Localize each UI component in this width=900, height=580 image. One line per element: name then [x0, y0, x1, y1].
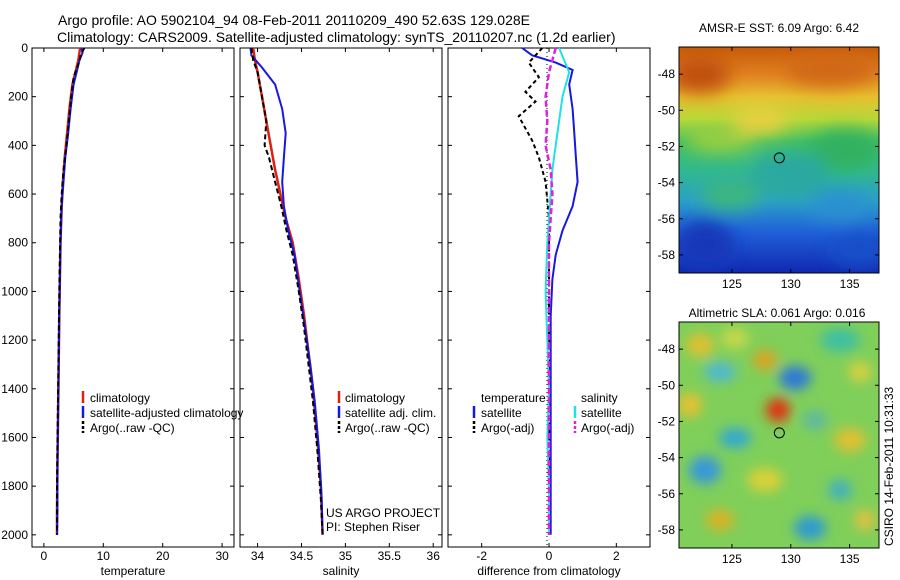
y-tick-label: 400: [8, 138, 28, 152]
legend-label-satellite: satellite adj. clim.: [345, 406, 436, 420]
salinity-argo-line: [250, 47, 324, 535]
legend-label-climatology: climatology: [90, 391, 150, 405]
x-tick-label: 35: [339, 549, 353, 563]
x-tick-label: 30: [215, 549, 229, 563]
x-tick-label: 0: [546, 549, 553, 563]
legend-label-temp-argo: Argo(-adj): [481, 421, 534, 435]
y-tick-label: 1400: [1, 382, 28, 396]
map-x-tick-label: 130: [781, 552, 801, 566]
figure-title-line2: Climatology: CARS2009. Satellite-adjuste…: [57, 29, 615, 45]
y-tick-label: 1600: [1, 430, 28, 444]
difference-depth-ticks: [448, 47, 650, 536]
y-tick-label: 1200: [1, 333, 28, 347]
x-tick-label: -2: [476, 549, 487, 563]
difference-axis-ticks: -2 0 2: [476, 48, 620, 563]
map-y-tick-label: -56: [658, 487, 676, 501]
argo-float-marker: [773, 427, 785, 439]
map-y-tick-label: -54: [658, 176, 676, 190]
salinity-axis-ticks: 34 34.5 35 35.5 36: [251, 48, 440, 563]
map-x-tick-label: 125: [722, 552, 742, 566]
map-y-tick-label: -56: [658, 212, 676, 226]
map-x-tick-label: 135: [840, 277, 860, 291]
legend-label-climatology: climatology: [345, 391, 405, 405]
diff-salinity-satellite-line: [544, 47, 571, 535]
map-y-tick-label: -48: [658, 342, 676, 356]
legend-heading-temperature: temperature: [481, 391, 546, 405]
x-tick-label: 2: [613, 549, 620, 563]
x-tick-label: 10: [97, 549, 111, 563]
y-tick-label: 2000: [1, 528, 28, 542]
map-y-tick-label: -58: [658, 248, 676, 262]
y-tick-label: 0: [21, 41, 28, 55]
map-x-tick-label: 135: [840, 552, 860, 566]
legend-label-sal-satellite: satellite: [581, 406, 622, 420]
pi-credit: PI: Stephen Riser: [326, 520, 420, 534]
y-tick-label: 1800: [1, 479, 28, 493]
map-y-tick-label: -54: [658, 451, 676, 465]
salinity-xlabel: salinity: [323, 564, 360, 578]
salinity-climatology-line: [251, 47, 324, 535]
map-y-tick-label: -52: [658, 139, 676, 153]
diff-temperature-satellite-line: [521, 47, 579, 535]
x-tick-label: 36: [427, 549, 441, 563]
temperature-argo-line: [56, 47, 86, 535]
argo-float-marker: [773, 152, 785, 164]
legend-label-argo: Argo(..raw -QC): [90, 421, 175, 435]
sst-map-frame: [678, 46, 880, 274]
legend-label-temp-satellite: satellite: [481, 406, 522, 420]
y-tick-label: 800: [8, 236, 28, 250]
x-tick-label: 20: [156, 549, 170, 563]
diff-salinity-argo-line: [544, 47, 557, 535]
salinity-axes: [239, 47, 443, 548]
y-tick-label: 1000: [1, 284, 28, 298]
map-y-tick-label: -58: [658, 523, 676, 537]
salinity-depth-ticks: [240, 47, 442, 536]
map-x-tick-label: 125: [722, 277, 742, 291]
difference-xlabel: difference from climatology: [477, 564, 620, 578]
map-y-tick-label: -52: [658, 414, 676, 428]
temperature-axis-ticks: 0 10 20 30: [41, 48, 229, 563]
sla-map-title: Altimetric SLA: 0.061 Argo: 0.016: [689, 306, 866, 320]
temperature-xlabel: temperature: [101, 564, 166, 578]
temperature-series: [55, 47, 86, 535]
figure-title-line1: Argo profile: AO 5902104_94 08-Feb-2011 …: [58, 12, 530, 28]
map-y-tick-label: -50: [658, 103, 676, 117]
legend-heading-salinity: salinity: [581, 391, 618, 405]
temperature-axes: [31, 47, 235, 548]
sst-heatmap: [679, 47, 879, 273]
legend-label-argo: Argo(..raw -QC): [345, 421, 430, 435]
temperature-legend: climatology satellite-adjusted climatolo…: [81, 391, 243, 435]
timestamp-stamp: CSIRO 14-Feb-2011 10:31:33: [882, 386, 896, 546]
map-y-tick-label: -48: [658, 67, 676, 81]
sst-map-title: AMSR-E SST: 6.09 Argo: 6.42: [699, 21, 859, 35]
project-credit: US ARGO PROJECT: [326, 506, 441, 520]
x-tick-label: 34.5: [290, 549, 314, 563]
y-tick-label: 600: [8, 187, 28, 201]
depth-axis-ticks: 0 200 400 600 800 1000 1200 1400 1600 1800 2000: [1, 41, 234, 542]
x-tick-label: 34: [251, 549, 265, 563]
legend-label-sal-argo: Argo(-adj): [581, 421, 634, 435]
x-tick-label: 0: [41, 549, 48, 563]
sla-heatmap: [679, 322, 879, 548]
map-x-tick-label: 130: [781, 277, 801, 291]
salinity-satellite-line: [249, 47, 324, 535]
difference-legend: temperature satellite Argo(-adj) salinit…: [472, 391, 634, 435]
sst-map-ticks: 125 130 135 -48 -50 -52 -54 -56 -58: [658, 47, 879, 291]
diff-temperature-argo-line: [517, 47, 550, 535]
difference-series: [517, 47, 579, 535]
legend-label-satellite: satellite-adjusted climatology: [90, 406, 243, 420]
x-tick-label: 35.5: [378, 549, 402, 563]
map-y-tick-label: -50: [658, 378, 676, 392]
salinity-series: [249, 47, 324, 535]
salinity-legend: climatology satellite adj. clim. Argo(..…: [337, 391, 436, 435]
sla-map-ticks: 125 130 135 -48 -50 -52 -54 -56 -58: [658, 322, 879, 566]
y-tick-label: 200: [8, 90, 28, 104]
sla-map-frame: [678, 321, 880, 549]
